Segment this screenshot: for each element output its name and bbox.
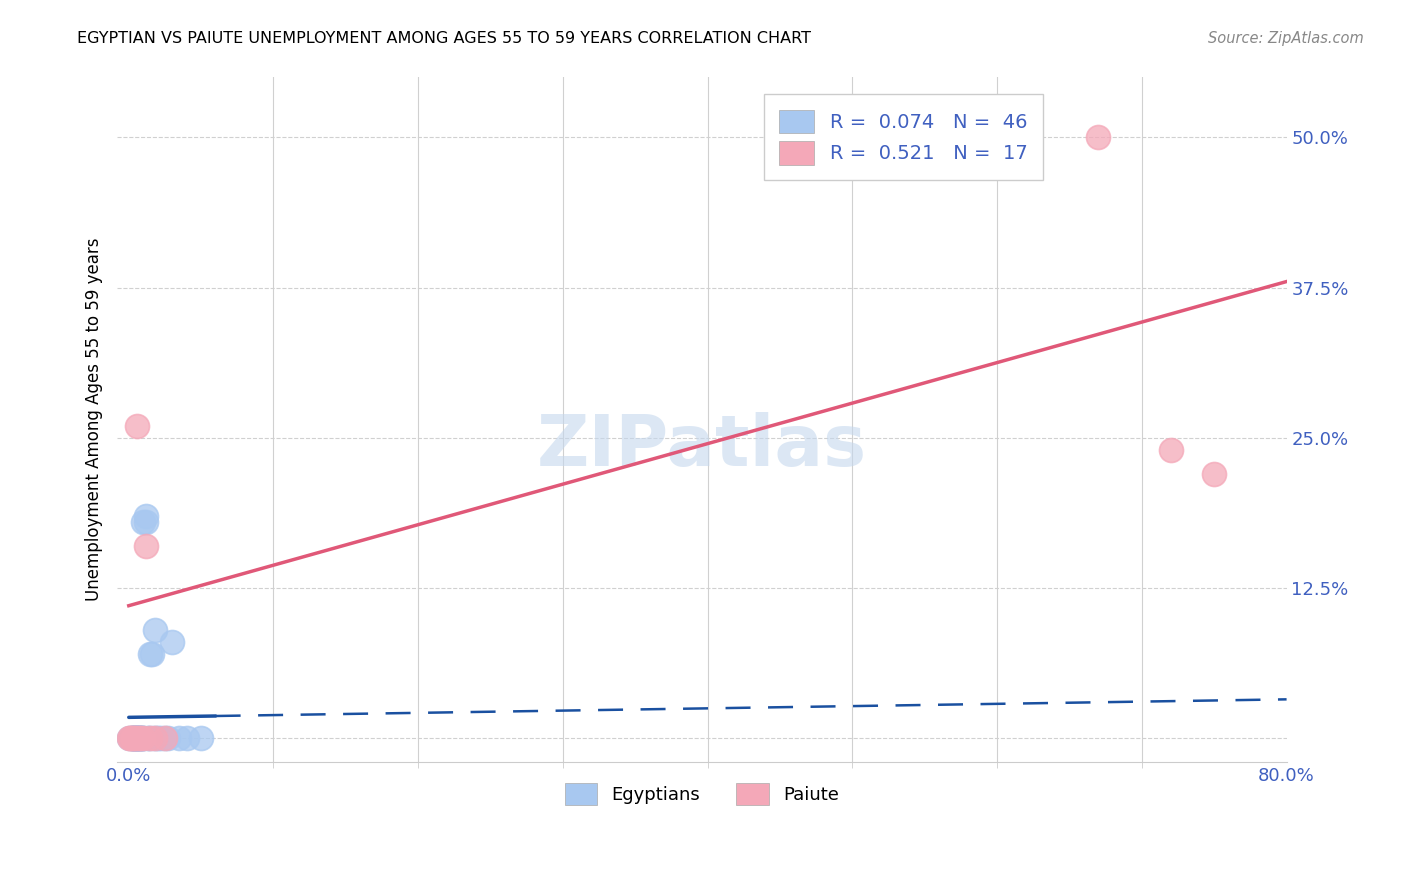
Point	[127, 731, 149, 745]
Point	[124, 731, 146, 745]
Point	[135, 508, 157, 523]
Point	[143, 731, 166, 745]
Y-axis label: Unemployment Among Ages 55 to 59 years: Unemployment Among Ages 55 to 59 years	[86, 238, 103, 601]
Point	[138, 731, 160, 745]
Point	[121, 731, 143, 745]
Point	[128, 731, 150, 745]
Point	[127, 731, 149, 745]
Point	[145, 731, 167, 745]
Point	[127, 418, 149, 433]
Point	[143, 623, 166, 637]
Point	[139, 731, 162, 745]
Point	[125, 731, 148, 745]
Point	[118, 731, 141, 745]
Point	[120, 731, 142, 745]
Point	[142, 731, 165, 745]
Point	[131, 731, 153, 745]
Point	[129, 731, 152, 745]
Point	[1204, 467, 1226, 481]
Point	[121, 731, 143, 745]
Point	[139, 647, 162, 661]
Point	[125, 731, 148, 745]
Point	[124, 731, 146, 745]
Point	[124, 731, 146, 745]
Point	[129, 731, 152, 745]
Point	[131, 731, 153, 745]
Point	[146, 731, 169, 745]
Point	[1160, 442, 1182, 457]
Point	[127, 731, 149, 745]
Text: Source: ZipAtlas.com: Source: ZipAtlas.com	[1208, 31, 1364, 46]
Point	[122, 731, 145, 745]
Point	[132, 515, 155, 529]
Point	[121, 731, 143, 745]
Point	[128, 731, 150, 745]
Point	[141, 647, 163, 661]
Text: ZIPatlas: ZIPatlas	[537, 412, 868, 482]
Point	[169, 731, 191, 745]
Point	[135, 515, 157, 529]
Point	[176, 731, 198, 745]
Point	[1087, 130, 1109, 145]
Point	[135, 539, 157, 553]
Point	[136, 731, 159, 745]
Point	[129, 731, 152, 745]
Point	[122, 731, 145, 745]
Point	[125, 731, 148, 745]
Legend: Egyptians, Paiute: Egyptians, Paiute	[555, 774, 848, 814]
Point	[149, 731, 172, 745]
Text: EGYPTIAN VS PAIUTE UNEMPLOYMENT AMONG AGES 55 TO 59 YEARS CORRELATION CHART: EGYPTIAN VS PAIUTE UNEMPLOYMENT AMONG AG…	[77, 31, 811, 46]
Point	[118, 731, 141, 745]
Point	[153, 731, 176, 745]
Point	[132, 731, 155, 745]
Point	[153, 731, 176, 745]
Point	[122, 731, 145, 745]
Point	[156, 731, 179, 745]
Point	[127, 731, 149, 745]
Point	[125, 731, 148, 745]
Point	[124, 731, 146, 745]
Point	[125, 731, 148, 745]
Point	[132, 731, 155, 745]
Point	[160, 634, 183, 648]
Point	[124, 731, 146, 745]
Point	[132, 731, 155, 745]
Point	[128, 731, 150, 745]
Point	[122, 731, 145, 745]
Point	[190, 731, 212, 745]
Point	[129, 731, 152, 745]
Point	[128, 731, 150, 745]
